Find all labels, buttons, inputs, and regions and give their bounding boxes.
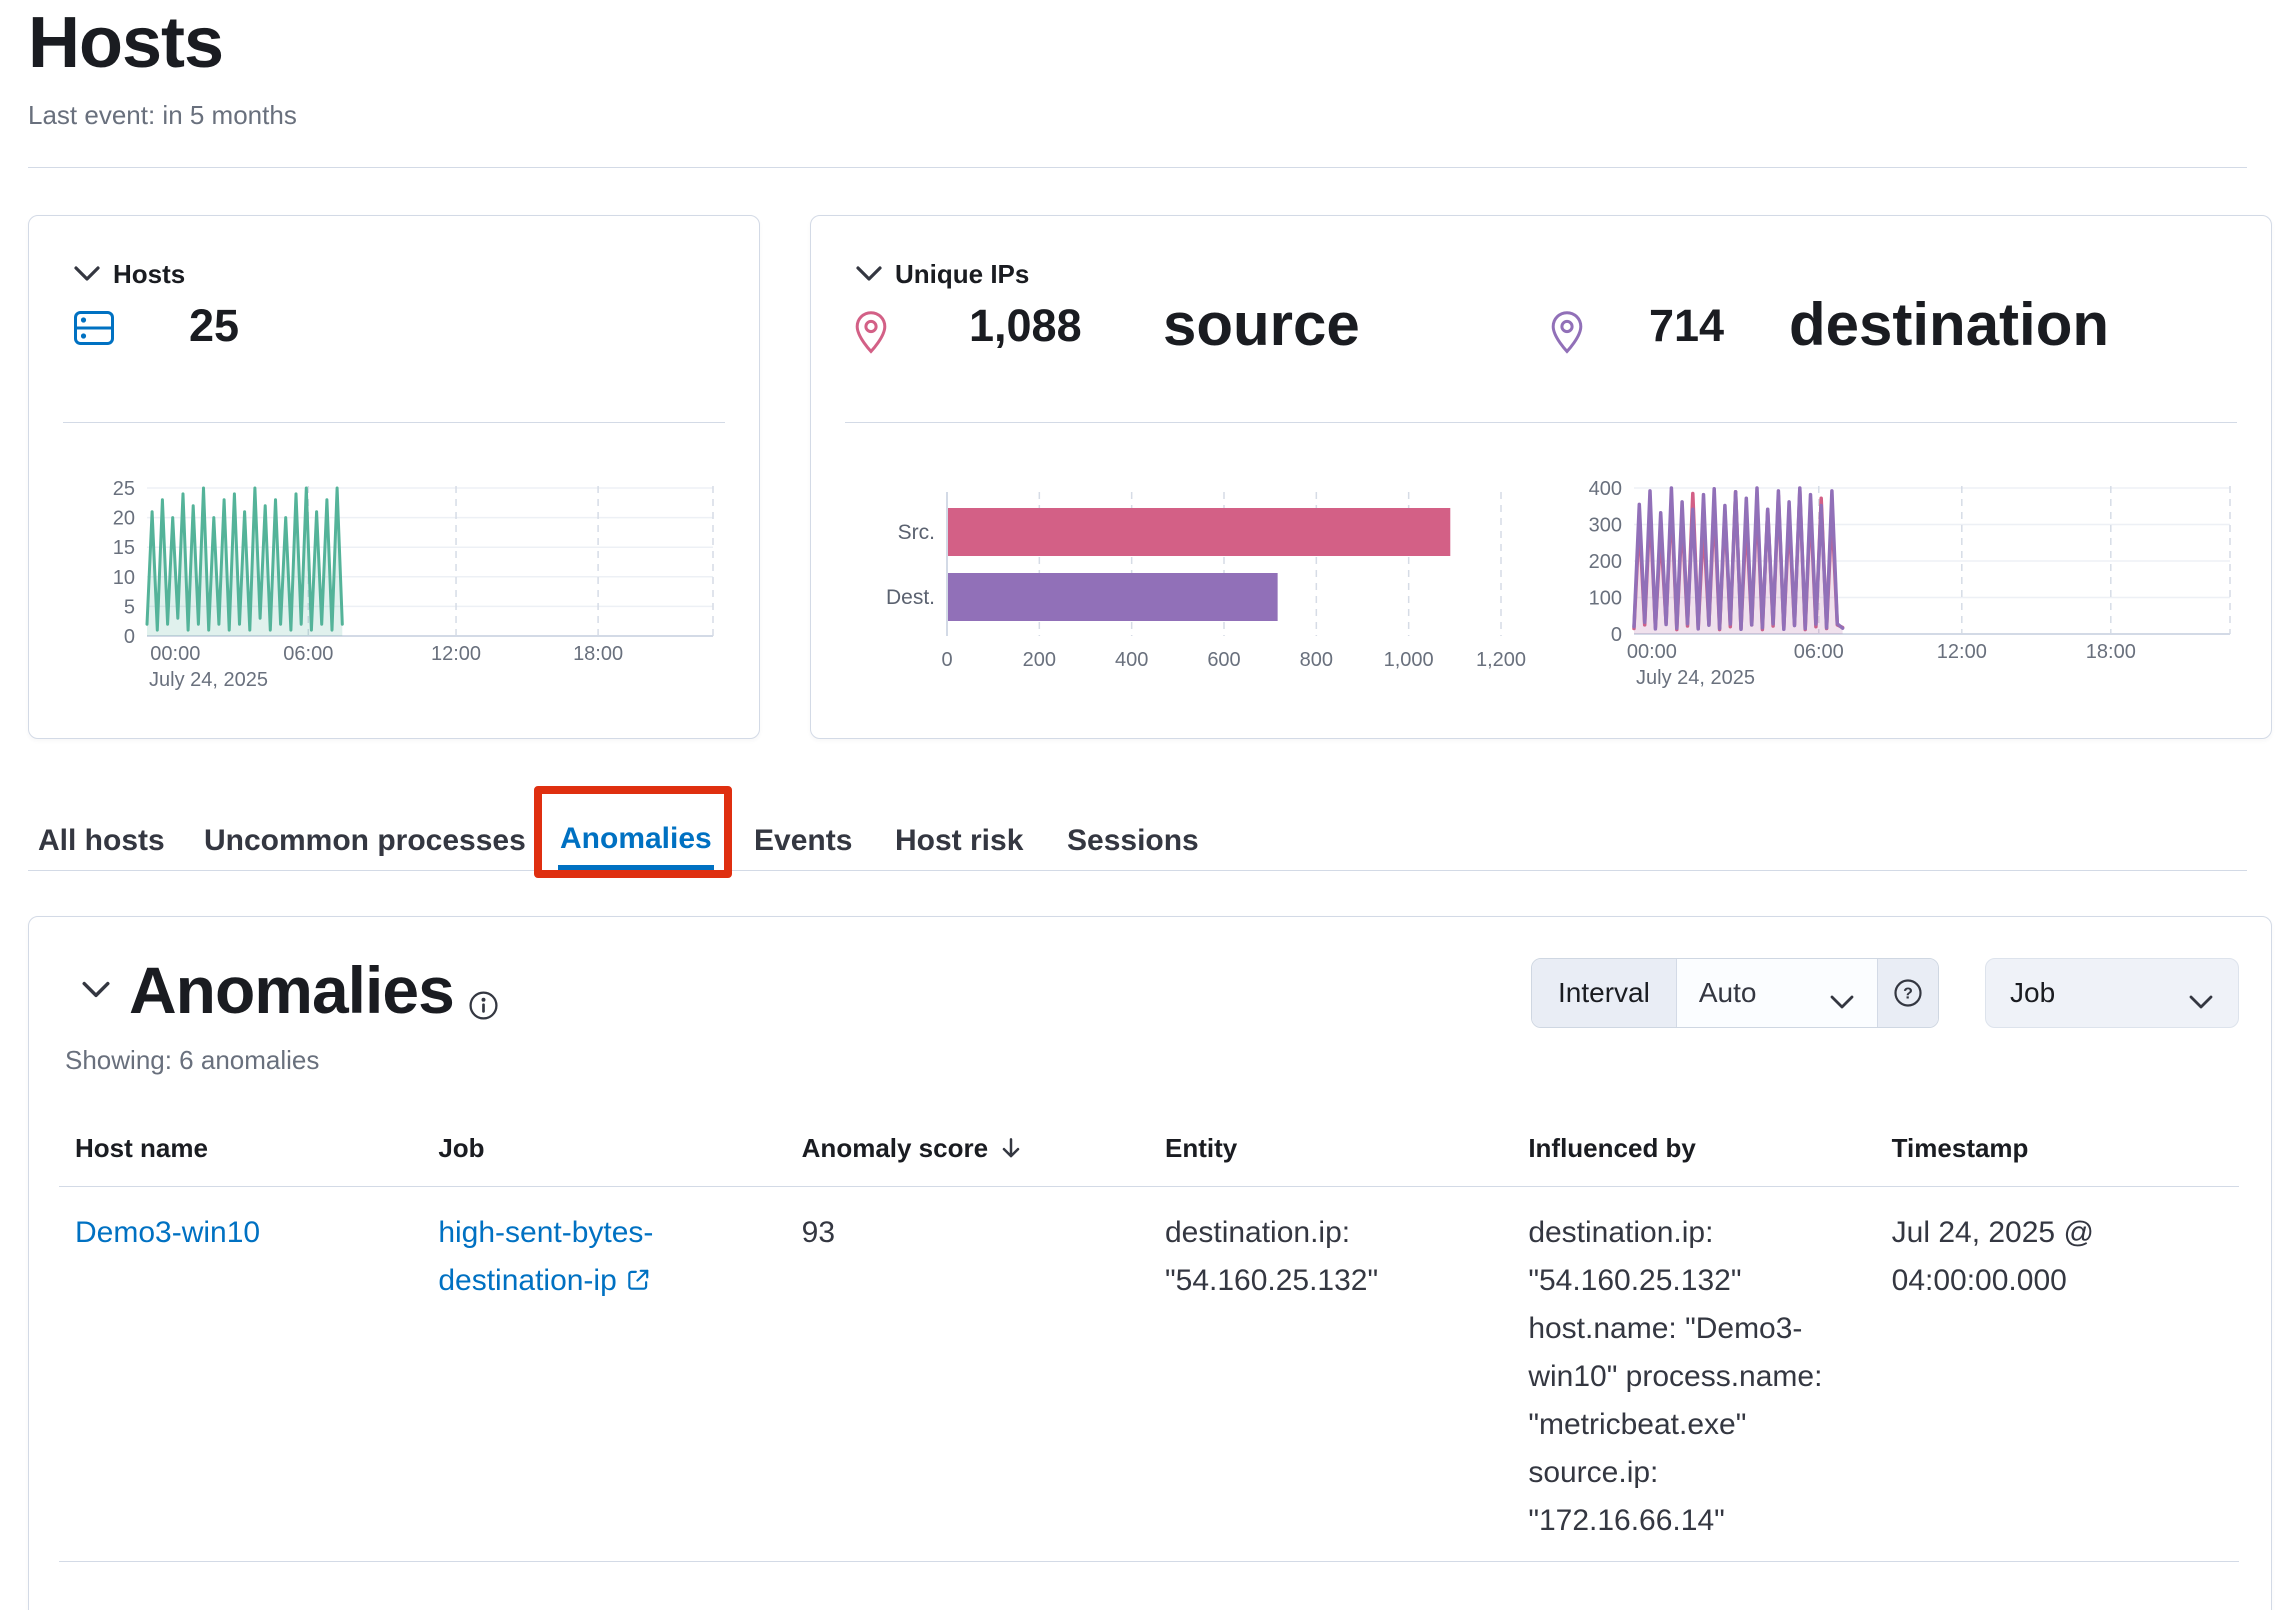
interval-value: Auto [1698, 977, 1757, 1008]
svg-text:200: 200 [1589, 551, 1622, 573]
svg-text:18:00: 18:00 [2086, 641, 2136, 663]
svg-text:100: 100 [1589, 588, 1622, 610]
column-header-anomaly-score[interactable]: Anomaly score [785, 1115, 1149, 1187]
tab-host-risk[interactable]: Host risk [893, 812, 1025, 870]
job-select-label: Job [2010, 977, 2056, 1008]
showing-count-text: Showing: 6 anomalies [65, 1045, 320, 1075]
svg-text:15: 15 [113, 537, 135, 559]
table-row: Demo3-win10 high-sent-bytes-destination-… [59, 1186, 2239, 1562]
tab-sessions[interactable]: Sessions [1065, 812, 1201, 870]
hosts-panel-title: Hosts [113, 259, 186, 289]
cell-entity: destination.ip: "54.160.25.132" [1148, 1186, 1513, 1562]
column-header-job[interactable]: Job [422, 1115, 786, 1187]
interval-select[interactable]: Auto [1675, 959, 1878, 1027]
svg-text:00:00: 00:00 [150, 643, 200, 665]
svg-text:300: 300 [1589, 515, 1622, 537]
column-header-influenced-by[interactable]: Influenced by [1512, 1115, 1876, 1187]
hosts-kpi-panel: Hosts 25 0 5 10 15 20 25 00:00 06:00 12:00 18:00 J… [28, 215, 760, 739]
interval-help-area: ? [1877, 959, 1938, 1027]
chevron-down-icon [1829, 985, 1855, 1009]
svg-text:200: 200 [1023, 649, 1056, 671]
job-link-label: high-sent-bytes-destination-ip [438, 1216, 654, 1297]
table-header-row: Host name Job Anomaly score Entity Influ… [59, 1115, 2239, 1187]
chevron-down-icon[interactable] [855, 264, 883, 284]
svg-text:0: 0 [1611, 624, 1622, 646]
header-divider [28, 167, 2247, 168]
svg-text:600: 600 [1207, 649, 1240, 671]
info-icon[interactable] [468, 990, 499, 1021]
unique-ips-panel: Unique IPs 1,088 source 714 destination … [810, 215, 2272, 739]
page-title: Hosts [28, 3, 224, 83]
anomalies-header: Anomalies [81, 945, 499, 1035]
svg-text:12:00: 12:00 [431, 643, 481, 665]
sort-desc-arrow-icon [998, 1135, 1024, 1161]
svg-text:Dest.: Dest. [886, 586, 935, 609]
job-select[interactable]: Job [1985, 958, 2239, 1028]
tabs-divider [28, 870, 2247, 871]
chevron-down-icon[interactable] [73, 264, 101, 284]
cell-influenced-by: destination.ip: "54.160.25.132" host.nam… [1512, 1186, 1876, 1562]
source-label: source [1163, 291, 1360, 358]
job-link[interactable]: high-sent-bytes-destination-ip [438, 1216, 653, 1297]
svg-text:1,200: 1,200 [1476, 649, 1526, 671]
external-link-icon [625, 1260, 651, 1290]
interval-label: Interval [1532, 959, 1676, 1027]
hosts-area-chart[interactable]: 0 5 10 15 20 25 00:00 06:00 12:00 18:00 July 24, 2… [69, 476, 729, 712]
tab-anomalies[interactable]: Anomalies [558, 812, 714, 870]
svg-text:20: 20 [113, 508, 135, 530]
svg-text:0: 0 [941, 649, 952, 671]
column-header-entity[interactable]: Entity [1148, 1115, 1513, 1187]
question-in-circle-icon[interactable]: ? [1892, 977, 1924, 1009]
cell-host-name: Demo3-win10 [59, 1186, 423, 1562]
unique-ips-bar-chart[interactable]: 0 200 400 600 800 1,000 1,200 Src. Dest. [869, 484, 1569, 690]
cell-timestamp: Jul 24, 2025 @ 04:00:00.000 [1875, 1186, 2239, 1562]
svg-text:10: 10 [113, 567, 135, 589]
host-name-link[interactable]: Demo3-win10 [75, 1216, 261, 1249]
svg-text:06:00: 06:00 [283, 643, 333, 665]
source-ip-count: 1,088 [969, 300, 1082, 351]
svg-text:12:00: 12:00 [1937, 641, 1987, 663]
svg-text:0: 0 [124, 626, 135, 648]
cell-job: high-sent-bytes-destination-ip [422, 1186, 786, 1562]
map-pin-icon [1549, 310, 1591, 354]
svg-text:?: ? [1903, 986, 1913, 1003]
svg-text:06:00: 06:00 [1794, 641, 1844, 663]
tab-bar: All hosts Uncommon processes Anomalies E… [0, 812, 2276, 870]
column-header-timestamp[interactable]: Timestamp [1875, 1115, 2239, 1187]
chevron-down-icon[interactable] [81, 979, 111, 1001]
unique-ips-line-chart[interactable]: 0 100 200 300 400 00:00 06:00 12:00 18:00 July 24… [1556, 476, 2272, 716]
panel-divider [845, 422, 2237, 423]
svg-text:July 24, 2025: July 24, 2025 [149, 669, 268, 691]
tab-uncommon-processes[interactable]: Uncommon processes [202, 812, 528, 870]
column-header-anomaly-score-label: Anomaly score [801, 1133, 989, 1163]
anomalies-panel: Anomalies Showing: 6 anomalies Interval … [28, 916, 2272, 1610]
last-event-text: Last event: in 5 months [28, 100, 297, 130]
svg-text:25: 25 [113, 478, 135, 500]
svg-text:1,000: 1,000 [1384, 649, 1434, 671]
svg-text:400: 400 [1589, 478, 1622, 500]
destination-label: destination [1789, 291, 2110, 358]
anomalies-title: Anomalies [129, 953, 455, 1027]
chevron-down-icon [2188, 985, 2214, 1009]
svg-text:18:00: 18:00 [573, 643, 623, 665]
tab-events[interactable]: Events [752, 812, 854, 870]
anomalies-table: Host name Job Anomaly score Entity Influ… [59, 1115, 2239, 1562]
svg-text:00:00: 00:00 [1627, 641, 1677, 663]
tab-all-hosts[interactable]: All hosts [36, 812, 167, 870]
svg-text:5: 5 [124, 596, 135, 618]
map-pin-icon [853, 310, 895, 354]
destination-ip-count: 714 [1649, 300, 1725, 351]
unique-ips-panel-title: Unique IPs [895, 259, 1030, 289]
storage-icon [73, 310, 115, 354]
panel-divider [63, 422, 725, 423]
hosts-count: 25 [189, 300, 240, 351]
cell-anomaly-score: 93 [785, 1186, 1149, 1562]
interval-control-group: Interval Auto ? [1531, 958, 1939, 1028]
svg-text:400: 400 [1115, 649, 1148, 671]
svg-text:Src.: Src. [898, 521, 935, 544]
svg-text:July 24, 2025: July 24, 2025 [1636, 667, 1755, 689]
svg-text:800: 800 [1300, 649, 1333, 671]
column-header-host-name[interactable]: Host name [59, 1115, 423, 1187]
